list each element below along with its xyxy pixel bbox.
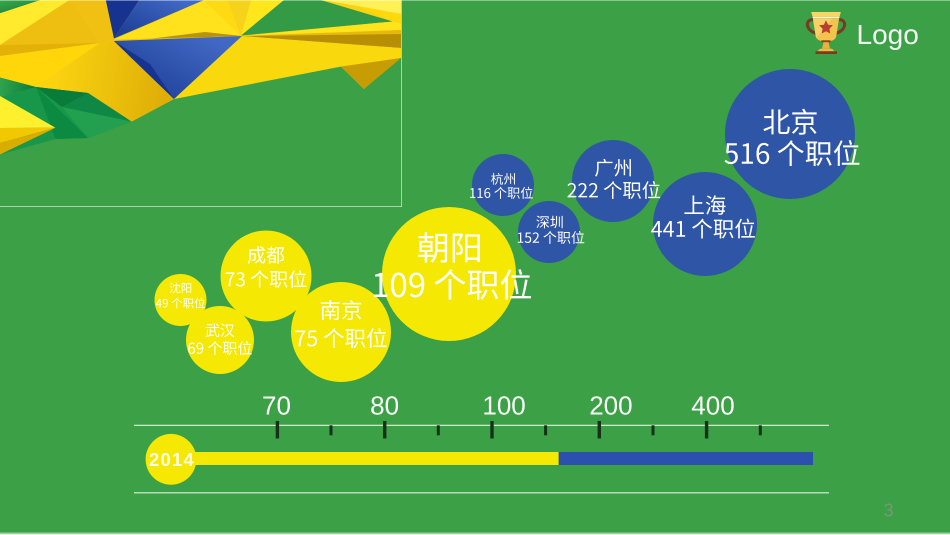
svg-text:2014: 2014: [149, 449, 195, 470]
svg-text:100: 100: [482, 391, 525, 421]
svg-text:70: 70: [262, 391, 291, 421]
svg-text:80: 80: [370, 391, 399, 421]
svg-text:200: 200: [589, 391, 632, 421]
svg-text:400: 400: [691, 391, 734, 421]
svg-text:Logo: Logo: [857, 19, 919, 50]
svg-text:3: 3: [884, 501, 894, 521]
